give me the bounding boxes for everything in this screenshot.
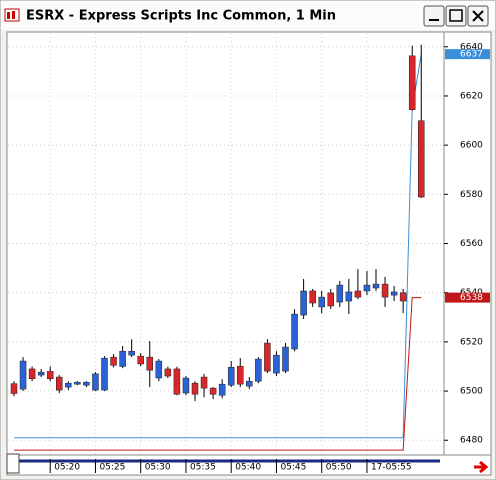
- x-tick-label: 05:35: [190, 463, 216, 473]
- candle-body: [291, 313, 298, 350]
- candle-body: [182, 377, 190, 394]
- candle-body: [56, 376, 63, 391]
- candle-body: [237, 365, 244, 385]
- y-tick-label: 6500: [460, 387, 483, 397]
- y-tick-label: 6640: [460, 42, 483, 52]
- app-icon: [4, 8, 20, 22]
- candle-body: [19, 360, 27, 390]
- candle-body: [246, 380, 253, 387]
- candle-body: [309, 290, 316, 304]
- candle-body: [200, 376, 208, 389]
- candle-body: [399, 292, 407, 302]
- candle-body: [264, 342, 271, 372]
- candle-body: [28, 368, 36, 380]
- last-value-tag: [445, 49, 490, 60]
- candle-body: [37, 371, 45, 376]
- candle-body: [65, 382, 72, 388]
- candle-body: [119, 350, 126, 367]
- y-tick-label: 6620: [460, 91, 483, 101]
- candle-body: [191, 382, 199, 395]
- candle-body: [318, 296, 325, 308]
- maximize-button[interactable]: [445, 5, 467, 27]
- indicator-line: [14, 54, 422, 439]
- candle-body: [354, 290, 362, 298]
- y-tick-label: 6600: [460, 141, 483, 151]
- window-title: ESRX - Express Scripts Inc Common, 1 Min: [26, 9, 336, 24]
- x-tick-label: 05:20: [54, 463, 80, 473]
- candle-body: [137, 355, 144, 365]
- close-button[interactable]: [467, 5, 489, 27]
- candle-body: [173, 368, 181, 395]
- candle-body: [372, 283, 380, 289]
- candle-body: [101, 357, 108, 391]
- candle-body: [273, 354, 280, 374]
- scroll-thumb[interactable]: [6, 453, 20, 474]
- y-tick-label: 6580: [460, 190, 483, 200]
- x-tick-label: 05:45: [280, 463, 306, 473]
- candle-body: [10, 383, 18, 394]
- last-value-label: 6538: [460, 293, 483, 303]
- candle-body: [46, 371, 54, 380]
- candle-body: [327, 292, 334, 307]
- candle-body: [164, 368, 172, 377]
- candle-body: [110, 356, 117, 366]
- candle-body: [390, 291, 398, 296]
- candle-body: [282, 346, 289, 372]
- candle-body: [155, 360, 163, 379]
- candle-body: [128, 350, 135, 356]
- scroll-right-arrow[interactable]: [474, 460, 489, 474]
- candle-body: [381, 283, 389, 298]
- x-tick-label: 05:40: [235, 463, 261, 473]
- x-tick-label: 05:50: [326, 463, 352, 473]
- candle-body: [300, 290, 307, 316]
- candle-body: [408, 55, 416, 110]
- x-tick-label: 17-05:55: [371, 463, 412, 473]
- candle-body: [345, 291, 353, 302]
- candle-body: [255, 358, 262, 382]
- last-value-label: 6637: [460, 50, 483, 60]
- candle-body: [363, 284, 371, 292]
- minimize-button[interactable]: [423, 5, 445, 27]
- plot-area: [6, 31, 445, 456]
- candle-body: [146, 356, 153, 371]
- candle-body: [418, 120, 425, 198]
- candle-body: [92, 373, 99, 391]
- y-tick-label: 6560: [460, 239, 483, 249]
- candle-body: [227, 366, 235, 386]
- candle-body: [218, 383, 226, 396]
- last-value-tag: [445, 292, 490, 303]
- candle-body: [83, 381, 90, 386]
- y-tick-label: 6480: [460, 436, 483, 446]
- y-tick-label: 6520: [460, 337, 483, 347]
- candle-body: [74, 381, 81, 385]
- indicator-line: [14, 297, 422, 451]
- x-tick-label: 05:25: [99, 463, 125, 473]
- candle-body: [209, 387, 217, 395]
- x-tick-label: 05:30: [145, 463, 171, 473]
- candle-body: [336, 284, 344, 303]
- title-bar: [1, 1, 495, 30]
